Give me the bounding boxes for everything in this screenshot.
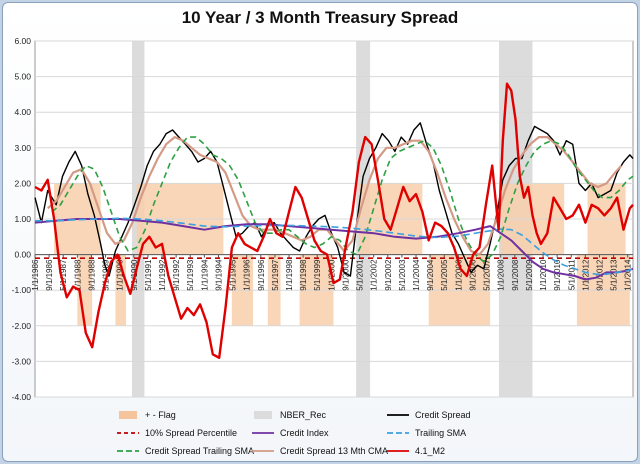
x-tick-label-26: 5/1/2003 [398, 259, 407, 291]
y-tick-label-4: 2.00 [14, 178, 31, 188]
x-tick-label-37: 9/1/2010 [553, 259, 562, 291]
x-tick-label-18: 1/1/1998 [285, 259, 294, 291]
x-tick-label-23: 5/1/2001 [356, 259, 365, 291]
x-tick-label-8: 5/1/1991 [144, 259, 153, 291]
x-tick-label-11: 5/1/1993 [186, 259, 195, 291]
legend-swatch-flag [119, 411, 137, 419]
legend-label-flag: + - Flag [145, 410, 176, 420]
x-tick-label-15: 1/1/1996 [243, 259, 252, 291]
y-tick-label-9: -3.00 [12, 356, 32, 366]
x-tick-label-13: 9/1/1994 [214, 259, 223, 291]
y-tick-label-10: -4.00 [12, 392, 32, 402]
x-tick-label-22: 9/1/2000 [341, 259, 350, 291]
x-tick-label-28: 9/1/2004 [426, 259, 435, 291]
x-tick-label-29: 5/1/2005 [440, 259, 449, 291]
x-tick-label-42: 1/1/2014 [624, 259, 633, 291]
legend-label-trailing_sma: Trailing SMA [415, 428, 466, 438]
y-tick-label-1: 5.00 [14, 72, 31, 82]
x-tick-label-4: 9/1/1988 [87, 259, 96, 291]
x-tick-label-10: 9/1/1992 [172, 259, 181, 291]
legend-label-cs_cma: Credit Spread 13 Mth CMA [280, 446, 388, 456]
x-tick-label-27: 1/1/2004 [412, 259, 421, 291]
x-tick-label-24: 1/1/2002 [370, 259, 379, 291]
legend-label-cs_trailing_sma: Credit Spread Trailing SMA [145, 446, 254, 456]
y-tick-label-7: -1.00 [12, 285, 32, 295]
y-tick-label-3: 3.00 [14, 143, 31, 153]
x-tick-label-32: 5/1/2007 [483, 259, 492, 291]
y-tick-label-0: 6.00 [14, 36, 31, 46]
y-tick-label-5: 1.00 [14, 214, 31, 224]
series-line-5 [34, 82, 634, 359]
legend-label-nber: NBER_Rec [280, 410, 327, 420]
legend-swatch-nber [254, 411, 272, 419]
legend-label-m2: 4.1_M2 [415, 446, 445, 456]
x-tick-label-30: 1/1/2006 [454, 259, 463, 291]
x-tick-label-2: 5/1/1987 [59, 259, 68, 291]
y-tick-label-2: 4.00 [14, 107, 31, 117]
x-tick-label-6: 1/1/1990 [116, 259, 125, 291]
x-tick-label-0: 1/1/1986 [31, 259, 40, 291]
x-tick-label-19: 9/1/1998 [299, 259, 308, 291]
series-line-4 [35, 217, 634, 275]
legend-label-credit_spread: Credit Spread [415, 410, 471, 420]
series-line-1 [46, 136, 623, 256]
x-tick-label-14: 5/1/1995 [229, 259, 238, 291]
legend-label-credit_index: Credit Index [280, 428, 329, 438]
x-tick-label-33: 1/1/2008 [497, 259, 506, 291]
x-tick-label-16: 9/1/1996 [257, 259, 266, 291]
x-tick-label-25: 9/1/2002 [384, 259, 393, 291]
x-tick-label-5: 5/1/1989 [102, 259, 111, 291]
x-tick-label-39: 1/1/2012 [581, 259, 590, 291]
series-line-2 [51, 136, 634, 263]
x-tick-label-41: 5/1/2013 [610, 259, 619, 291]
x-tick-label-34: 9/1/2008 [511, 259, 520, 291]
x-tick-label-31: 9/1/2006 [468, 259, 477, 291]
x-tick-label-36: 1/1/2010 [539, 259, 548, 291]
y-tick-label-6: 0.00 [14, 250, 31, 260]
chart-title: 10 Year / 3 Month Treasury Spread [181, 8, 459, 27]
x-tick-label-20: 5/1/1999 [313, 259, 322, 291]
x-tick-label-35: 5/1/2009 [525, 259, 534, 291]
x-tick-label-1: 9/1/1986 [45, 259, 54, 291]
series-line-3 [34, 218, 634, 281]
x-tick-label-17: 5/1/1997 [271, 259, 280, 291]
x-tick-label-12: 1/1/1994 [200, 259, 209, 291]
y-tick-label-8: -2.00 [12, 321, 32, 331]
x-tick-label-9: 1/1/1992 [158, 259, 167, 291]
x-tick-label-3: 1/1/1988 [73, 259, 82, 291]
legend-label-pct: 10% Spread Percentile [145, 428, 237, 438]
